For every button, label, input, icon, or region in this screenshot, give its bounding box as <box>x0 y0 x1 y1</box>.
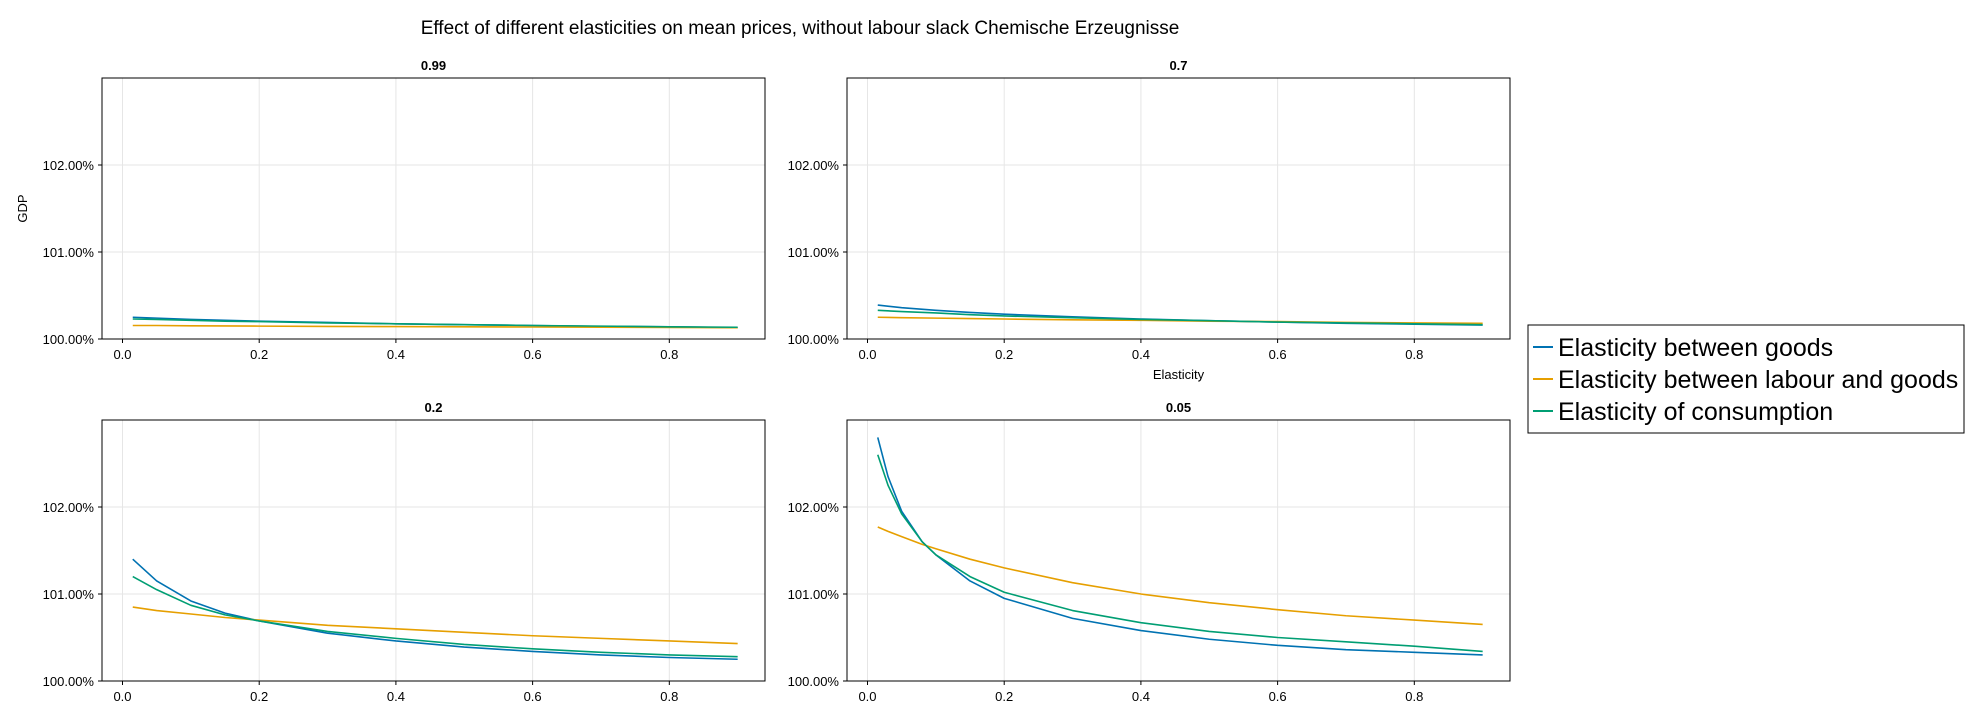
panel-0.2: 0.0 0.2 0.4 0.6 0.8 100.00% 101.00% 102.00% 0.2 <box>43 400 766 704</box>
legend: Elasticity between goods Elasticity betw… <box>1527 324 1965 434</box>
series-line-elasticity-of-consumption <box>877 454 1483 653</box>
x-tick-label: 0.4 <box>387 347 405 362</box>
x-tick-label: 0.0 <box>113 347 131 362</box>
panel-title: 0.99 <box>421 58 446 73</box>
x-tick-label: 0.8 <box>660 689 678 704</box>
x-tick-label: 0.8 <box>660 347 678 362</box>
legend-box <box>1527 324 1965 434</box>
panel-0.05: 0.0 0.2 0.4 0.6 0.8 100.00% 101.00% 102.00% 0.05 <box>788 400 1511 704</box>
y-axis-label: GDP <box>15 194 30 222</box>
axes-frame <box>846 419 1511 682</box>
y-tick-label: 101.00% <box>788 587 840 602</box>
series-line-elasticity-between-labour-and-goods <box>132 606 738 645</box>
panel-0.7: 0.0 0.2 0.4 0.6 0.8 100.00% 101.00% 102.00% 0.7 E… <box>788 58 1511 382</box>
x-tick-label: 0.6 <box>1269 689 1287 704</box>
x-tick-label: 0.4 <box>1132 347 1150 362</box>
axes-frame <box>101 77 766 340</box>
x-tick-label: 0.2 <box>250 689 268 704</box>
series-line-elasticity-between-labour-and-goods <box>132 324 738 329</box>
x-tick-label: 0.4 <box>387 689 405 704</box>
panel-title: 0.7 <box>1169 58 1187 73</box>
x-tick-label: 0.4 <box>1132 689 1150 704</box>
x-tick-label: 0.8 <box>1405 347 1423 362</box>
x-tick-label: 0.2 <box>995 347 1013 362</box>
x-tick-label: 0.2 <box>995 689 1013 704</box>
series-line-elasticity-between-labour-and-goods <box>877 526 1483 626</box>
series-line-elasticity-between-goods <box>132 558 738 661</box>
y-tick-label: 102.00% <box>788 158 840 173</box>
y-tick-label: 102.00% <box>43 158 95 173</box>
y-tick-label: 100.00% <box>43 674 95 689</box>
y-tick-label: 101.00% <box>43 587 95 602</box>
y-tick-label: 100.00% <box>43 332 95 347</box>
x-tick-label: 0.0 <box>858 689 876 704</box>
x-tick-label: 0.0 <box>858 347 876 362</box>
x-tick-label: 0.8 <box>1405 689 1423 704</box>
figure-title: Effect of different elasticities on mean… <box>421 18 1180 39</box>
series-line-elasticity-of-consumption <box>877 309 1483 326</box>
x-tick-label: 0.2 <box>250 347 268 362</box>
y-tick-label: 101.00% <box>43 245 95 260</box>
series-line-elasticity-of-consumption <box>132 318 738 329</box>
x-axis-label: Elasticity <box>1153 367 1205 382</box>
axes-frame <box>846 77 1511 340</box>
y-tick-label: 100.00% <box>788 674 840 689</box>
y-tick-label: 102.00% <box>43 500 95 515</box>
legend-label-elasticity-between-labour-and-goods: Elasticity between labour and goods <box>1558 366 1958 394</box>
x-tick-label: 0.6 <box>524 689 542 704</box>
y-tick-label: 102.00% <box>788 500 840 515</box>
legend-label-elasticity-of-consumption: Elasticity of consumption <box>1558 398 1833 426</box>
series-line-elasticity-of-consumption <box>132 575 738 658</box>
panel-0.99: 0.0 0.2 0.4 0.6 0.8 100.00% 101.00% 102.00% 0.99… <box>15 58 766 362</box>
axes-frame <box>101 419 766 682</box>
panel-title: 0.2 <box>424 400 442 415</box>
legend-label-elasticity-between-goods: Elasticity between goods <box>1558 334 1833 362</box>
x-tick-label: 0.0 <box>113 689 131 704</box>
x-tick-label: 0.6 <box>1269 347 1287 362</box>
panel-title: 0.05 <box>1166 400 1191 415</box>
y-tick-label: 101.00% <box>788 245 840 260</box>
x-tick-label: 0.6 <box>524 347 542 362</box>
series-line-elasticity-between-goods <box>876 437 1483 656</box>
y-tick-label: 100.00% <box>788 332 840 347</box>
